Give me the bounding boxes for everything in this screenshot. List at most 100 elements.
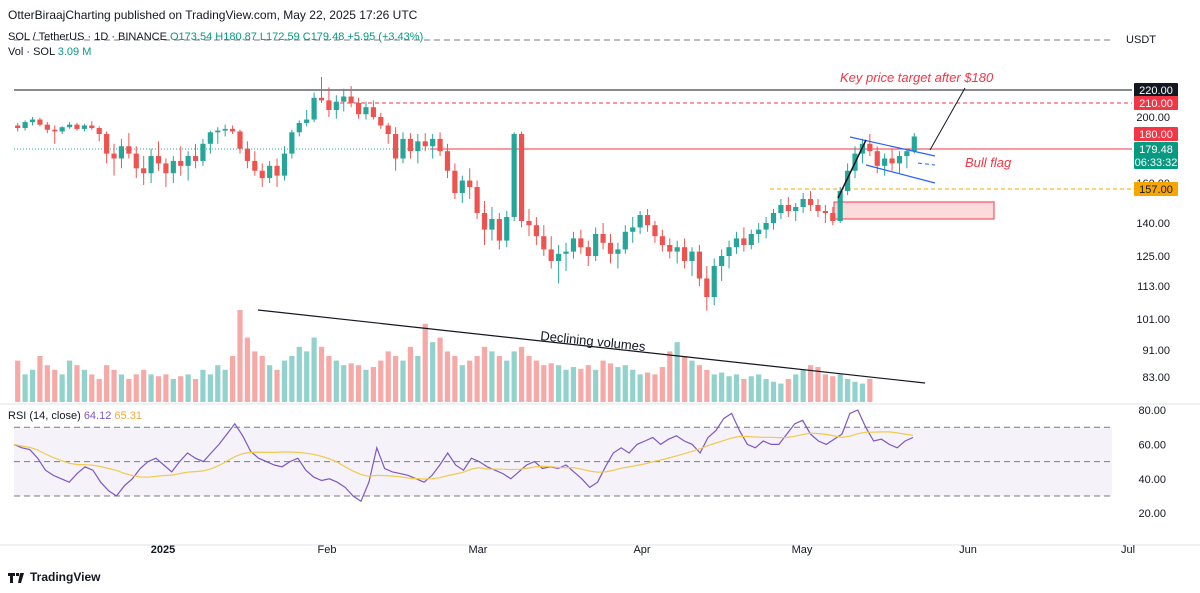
price-badge [1134,96,1178,110]
volume-bar [52,369,58,402]
volume-bar [185,374,191,402]
flagpole-line [837,139,867,199]
flag-mid-line [917,162,936,166]
volume-bar [341,365,347,402]
candle-body [52,129,58,132]
volume-bar [489,351,495,402]
volume-bar [556,365,562,402]
volume-bar [422,323,428,402]
candle-body [489,219,495,230]
volume-bar [370,367,376,402]
volume-bar [815,367,821,402]
candle-body [341,96,347,102]
candle-body [15,125,21,129]
volume-bar [400,360,406,402]
tradingview-logo[interactable]: TradingView [8,570,100,584]
volume-bar [504,360,510,402]
xaxis-tick-label: 2025 [151,544,175,556]
volume-bar [244,337,251,402]
symbol-label[interactable]: SOL / TetherUS · 1D · BINANCE [8,31,167,43]
volume-bar [867,379,873,402]
volume-bar [304,351,310,402]
volume-bar [378,360,384,402]
candle-body [29,119,36,123]
rsi-ma-line [13,431,914,480]
candle-body [867,143,873,152]
volume-bar [252,351,258,402]
volume-bar [704,369,710,402]
candle-body [845,170,851,191]
candle-body [81,125,87,129]
candle-body [170,160,176,174]
candle-body [200,143,206,161]
volume-bar [548,363,554,402]
candle-body [719,256,725,266]
candle-body [133,153,139,169]
candle-body [556,253,562,261]
ohlc-legend: SOL / TetherUS · 1D · BINANCE O173.54 H1… [8,31,423,43]
volume-bar [644,372,651,402]
volume-bar [570,367,577,402]
volume-legend: Vol · SOL 3.09 M [8,46,91,58]
volume-bar [607,363,614,402]
volume-bar [281,360,288,402]
candle-body [422,141,428,147]
candle-body [652,225,658,237]
volume-bar [348,363,354,402]
volume-bar [696,365,703,402]
xaxis-tick-label: Jun [959,544,977,556]
open-value: O173.54 [170,31,213,43]
candle-body [533,225,539,237]
volume-value: 3.09 M [57,46,92,58]
volume-bar [326,356,332,402]
volume-bar [481,346,488,402]
volume-bar [807,365,814,402]
volume-bar [770,381,777,402]
price-badge-label: 180.00 [1139,129,1173,141]
candle-body [281,153,288,176]
publisher-line: OtterBiraajCharting published on Trading… [8,8,418,22]
candle-body [111,153,117,159]
tradingview-logo-icon [8,572,26,583]
close-value: C179.48 [302,31,345,43]
candle-body [681,247,688,261]
volume-bar [719,372,725,402]
rsi-tick-label: 40.00 [1138,474,1166,486]
price-badge-label: 210.00 [1139,98,1173,110]
rsi-ma-value: 65.31 [114,410,142,422]
support-zone-box [833,201,995,220]
candle-body [481,213,488,230]
candle-body [607,242,614,254]
rsi-value: 64.12 [83,410,112,422]
annotation-bull-flag: Bull flag [965,155,1012,170]
candle-body [496,219,502,241]
volume-bar [793,374,799,402]
rsi-label[interactable]: RSI (14, close) [8,410,81,422]
volume-bar [393,356,399,402]
candle-body [874,151,880,166]
volume-bar [289,356,295,402]
volume-bar [444,351,451,402]
candle-body [630,227,636,232]
currency-label: USDT [1126,34,1156,46]
candle-body [593,234,599,256]
candle-body [348,96,354,103]
xaxis-tick-label: Mar [469,544,488,556]
price-tick-label: 125.00 [1136,251,1170,263]
candle-body [518,134,525,221]
volume-bar [229,356,236,402]
candle-body [74,124,80,129]
candle-body [155,156,162,164]
price-tick-label: 101.00 [1136,314,1170,326]
volume-bar [29,369,36,402]
volume-label[interactable]: Vol · SOL [8,46,55,58]
candle-body [911,136,917,152]
volume-bar [741,379,747,402]
volume-bar [37,356,43,402]
candle-body [326,100,332,110]
candle-body [896,156,903,164]
volume-bar [133,374,139,402]
candle-body [237,131,243,149]
candle-body [467,180,473,187]
candle-body [89,125,95,129]
